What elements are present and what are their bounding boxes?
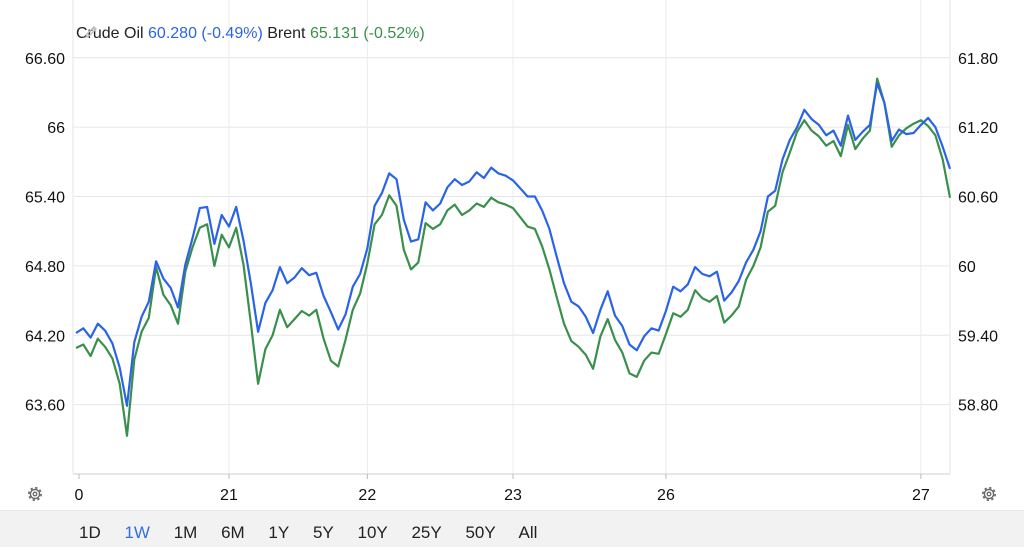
y-left-tick-label: 65.40 [25,190,65,207]
y-left-tick-label: 64.20 [25,328,65,345]
range-1m-button[interactable]: 1M [173,523,198,542]
range-all-button[interactable]: All [518,523,538,542]
legend-series-name: Brent [267,25,306,42]
range-25y-button[interactable]: 25Y [411,523,442,542]
x-tick-label: 23 [504,487,522,504]
y-left-tick-label: 66.60 [25,51,65,68]
y-right-tick-label: 61.80 [958,51,998,68]
legend-series-value: 65.131 [309,25,359,42]
range-50y-button[interactable]: 50Y [465,523,496,542]
legend-series-value: 60.280 [148,25,197,42]
x-tick-label: 22 [358,487,376,504]
legend-item-crude-oil[interactable]: Crude Oil 60.280 (-0.49%) [76,25,263,43]
legend-series-change: (-0.49%) [201,25,263,42]
y-right-tick-label: 60.60 [958,190,998,207]
legend: Crude Oil 60.280 (-0.49%) Brent 65.131 (… [76,25,425,43]
brent-series-line [75,77,952,437]
y-left-tick-label: 66 [47,120,65,137]
range-bar [0,510,1024,547]
legend-series-change: (-0.52%) [363,25,425,42]
legend-series-name: Crude Oil [76,25,144,42]
range-selector: 1D 1W 1M 6M 1Y 5Y 10Y 25Y 50Y All [79,523,556,543]
x-tick-label: 21 [220,487,238,504]
pencil-icon[interactable] [84,25,98,39]
y-left-tick-label: 63.60 [25,398,65,415]
range-10y-button[interactable]: 10Y [357,523,388,542]
range-6m-button[interactable]: 6M [221,523,245,542]
range-5y-button[interactable]: 5Y [312,523,334,542]
y-right-tick-label: 59.40 [958,328,998,345]
range-1d-button[interactable]: 1D [79,523,101,542]
range-1y-button[interactable]: 1Y [268,523,290,542]
y-right-tick-label: 58.80 [958,398,998,415]
y-right-tick-label: 60 [958,259,976,276]
range-1w-button[interactable]: 1W [124,523,150,542]
x-tick-label: 26 [657,487,675,504]
gear-icon[interactable] [979,484,999,504]
gear-icon[interactable] [25,484,45,504]
x-tick-label: 0 [75,487,84,504]
crude-oil-series-line [75,82,952,407]
y-right-tick-label: 61.20 [958,120,998,137]
x-tick-label: 27 [912,487,930,504]
legend-item-brent[interactable]: Brent 65.131 (-0.52%) [267,25,424,43]
price-chart[interactable]: 63.60 58.80 64.20 59.40 64.80 60 65.40 60.60 66 6… [0,0,1024,510]
y-left-tick-label: 64.80 [25,259,65,276]
